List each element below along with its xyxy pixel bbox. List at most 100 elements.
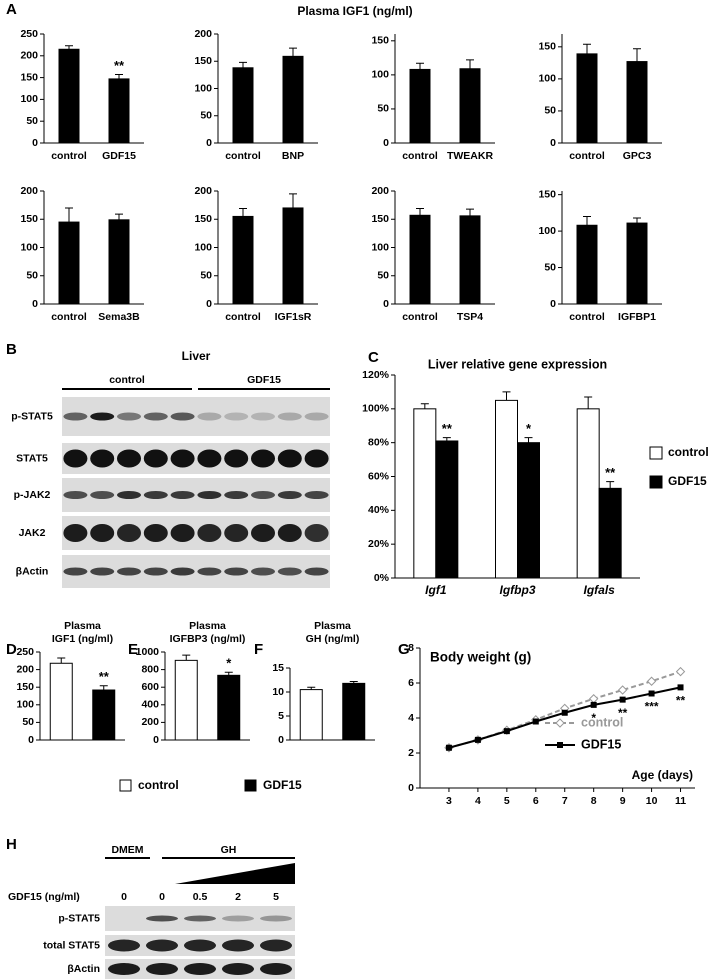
y-tick-label: 150 bbox=[16, 681, 34, 693]
marker bbox=[445, 744, 452, 751]
y-tick-label: 15 bbox=[272, 662, 284, 674]
y-tick-label: 0 bbox=[550, 298, 556, 310]
blot-band bbox=[222, 915, 254, 922]
significance: ** bbox=[442, 421, 453, 436]
blot-band bbox=[143, 491, 168, 499]
bar bbox=[282, 207, 304, 305]
y-tick-label: 60% bbox=[368, 470, 390, 482]
blot-band bbox=[90, 449, 115, 468]
blot-band bbox=[108, 963, 140, 975]
significance: ** bbox=[676, 694, 686, 708]
bar bbox=[517, 442, 540, 579]
y-tick-label: 200 bbox=[194, 185, 212, 197]
bar bbox=[576, 408, 600, 579]
group-label: DMEM bbox=[111, 844, 143, 856]
blot-band bbox=[63, 567, 88, 576]
x-tick-label: control bbox=[569, 150, 605, 162]
y-tick-label: 0 bbox=[383, 298, 389, 310]
bar bbox=[598, 487, 622, 579]
y-tick-label: 0 bbox=[153, 734, 159, 746]
blot-band bbox=[222, 939, 254, 952]
group-label: control bbox=[109, 374, 145, 386]
y-tick-label: 150 bbox=[20, 71, 38, 83]
x-tick-label: IGFBP1 bbox=[618, 311, 656, 323]
error-bar bbox=[583, 43, 591, 54]
error-bar bbox=[420, 403, 429, 409]
x-tick-label: GDF15 bbox=[102, 150, 136, 162]
dose-value: 2 bbox=[235, 891, 241, 903]
blot-band bbox=[277, 412, 302, 421]
legend-label: control bbox=[581, 715, 623, 729]
blot-band bbox=[146, 915, 178, 922]
x-tick-label: control bbox=[225, 311, 261, 323]
blot-band bbox=[277, 567, 302, 576]
significance: ** bbox=[99, 669, 110, 684]
dose-label: GDF15 (ng/ml) bbox=[8, 891, 80, 903]
y-tick-label: 200 bbox=[20, 185, 38, 197]
error-bar bbox=[289, 47, 297, 57]
blot-band bbox=[224, 491, 249, 499]
marker bbox=[675, 666, 686, 677]
y-tick-label: 250 bbox=[20, 28, 38, 40]
y-tick-label: 50 bbox=[26, 115, 38, 127]
error-bar bbox=[466, 208, 474, 216]
chart-title: IGFBP3 (ng/ml) bbox=[170, 633, 246, 645]
y-tick-label: 50 bbox=[200, 110, 212, 122]
error-bar bbox=[239, 61, 247, 68]
y-tick-label: 0 bbox=[28, 734, 34, 746]
bar bbox=[108, 78, 130, 144]
legend-marker bbox=[557, 742, 563, 748]
group-label: GH bbox=[221, 844, 237, 856]
blot-band bbox=[197, 449, 222, 468]
x-tick-label: control bbox=[225, 150, 261, 162]
error-bar bbox=[99, 685, 108, 691]
blot-band bbox=[143, 412, 168, 421]
blot-band bbox=[117, 449, 141, 468]
blot-band bbox=[304, 412, 329, 421]
panel-label: A bbox=[6, 1, 17, 18]
blot-band bbox=[304, 491, 329, 499]
legend-label: GDF15 bbox=[263, 778, 302, 792]
blot-band bbox=[224, 567, 249, 576]
y-tick-label: 40% bbox=[368, 504, 390, 516]
y-tick-label: 0 bbox=[206, 298, 212, 310]
x-tick-label: control bbox=[569, 311, 605, 323]
y-tick-label: 0% bbox=[374, 572, 390, 584]
panel-label: E bbox=[128, 641, 138, 658]
blot-title: Liver bbox=[182, 349, 211, 363]
y-tick-label: 200 bbox=[141, 716, 159, 728]
group-label: GDF15 bbox=[247, 374, 281, 386]
bar bbox=[108, 219, 130, 305]
y-tick-label: 800 bbox=[141, 663, 159, 675]
blot-band bbox=[117, 567, 141, 576]
bar bbox=[459, 68, 481, 144]
chart-title: Plasma bbox=[64, 620, 101, 632]
y-tick-label: 50 bbox=[377, 103, 389, 115]
blot-band bbox=[63, 449, 88, 468]
marker bbox=[588, 694, 599, 704]
error-bar bbox=[239, 208, 247, 217]
error-bar bbox=[115, 213, 123, 220]
blot-band bbox=[304, 449, 329, 468]
y-tick-label: 150 bbox=[194, 213, 212, 225]
blot-band bbox=[143, 449, 168, 468]
panel-label: F bbox=[254, 641, 263, 658]
blot-band bbox=[170, 524, 195, 542]
error-bar bbox=[224, 671, 233, 676]
legend-label: GDF15 bbox=[668, 474, 707, 488]
y-tick-label: 80% bbox=[368, 436, 390, 448]
error-bar bbox=[182, 654, 191, 661]
x-tick-label: Sema3B bbox=[98, 311, 140, 323]
blot-band bbox=[63, 491, 88, 499]
bar bbox=[232, 67, 254, 144]
bar bbox=[576, 224, 598, 305]
y-tick-label: 100 bbox=[538, 225, 556, 237]
panel-a-title: Plasma IGF1 (ng/ml) bbox=[297, 4, 412, 18]
x-tick-label: BNP bbox=[282, 150, 304, 162]
x-tick-label: 9 bbox=[620, 795, 626, 807]
marker bbox=[590, 701, 597, 708]
error-bar bbox=[289, 193, 297, 208]
marker bbox=[561, 709, 568, 716]
y-tick-label: 100 bbox=[371, 69, 389, 81]
y-tick-label: 4 bbox=[408, 712, 414, 724]
